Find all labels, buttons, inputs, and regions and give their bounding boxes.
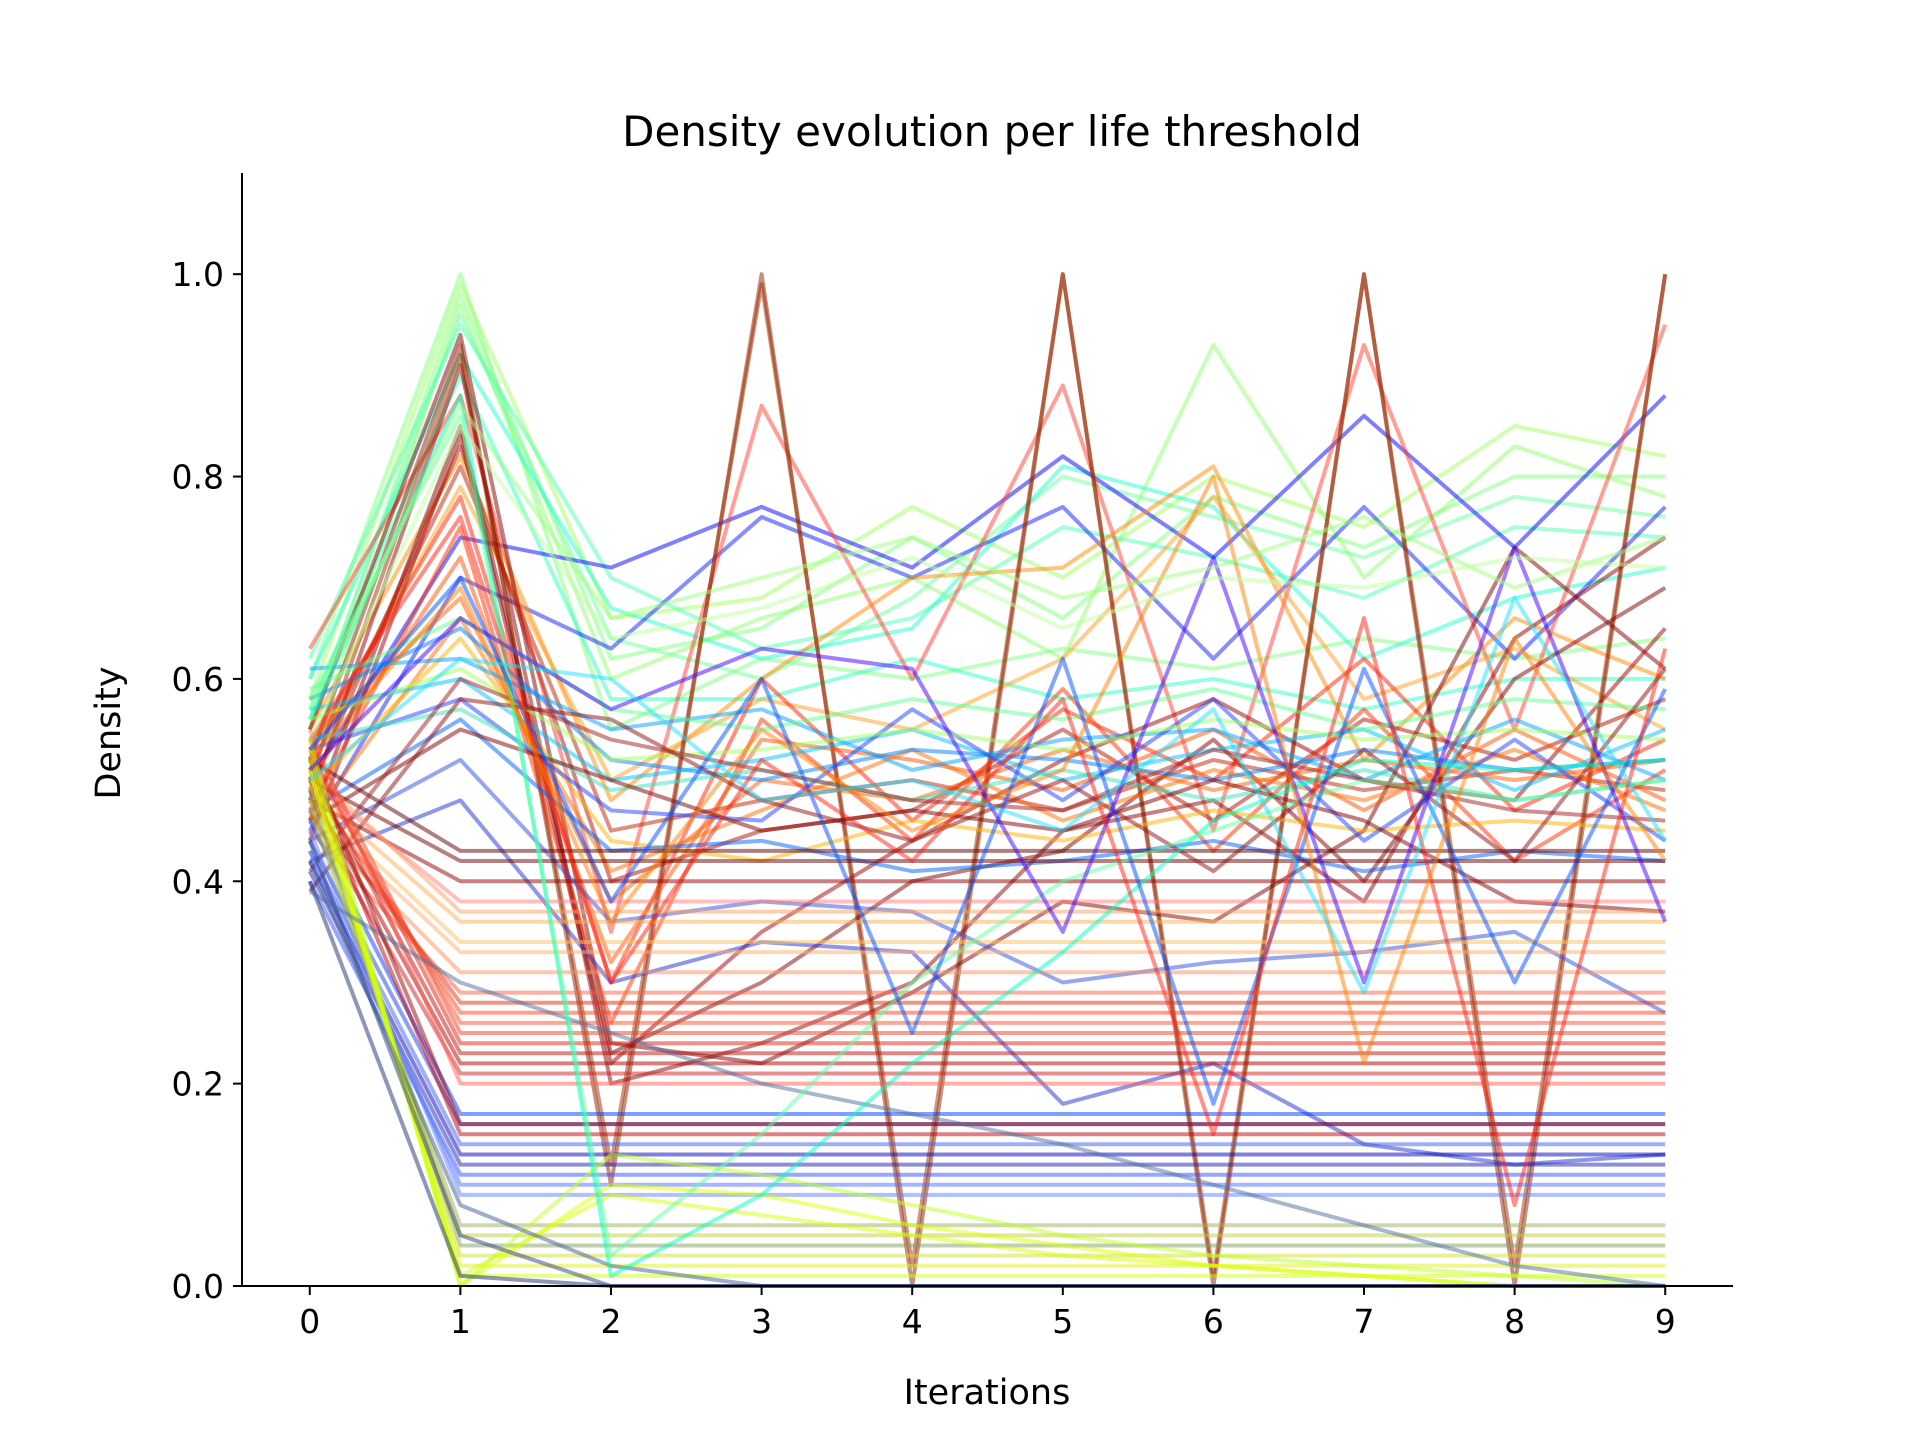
series-line-51 [308,779,1666,1015]
series-line-12 [308,484,1667,783]
series-line-88 [308,596,1667,995]
y-axis-label: Density [89,666,129,799]
series-line-52 [308,758,1666,1025]
series-line-65 [308,870,1666,1167]
series-line-84 [308,575,1667,1106]
series-line-9 [308,504,1667,832]
x-ticks: 0 1 2 3 4 5 6 7 8 9 [299,1286,1676,1341]
series-line-64 [308,860,1666,1157]
x-tick-label: 0 [299,1302,320,1341]
series-line-47 [308,808,1666,955]
series-line-50 [308,799,1666,1005]
series-line-81 [308,889,1666,1288]
series-line-4 [307,312,1666,721]
y-tick-label: 0.8 [172,458,224,497]
x-axis-label: Iterations [904,1373,1071,1413]
series-line-61 [307,759,1666,1127]
series-line-58 [307,728,1666,1086]
series-line-76 [307,739,1666,1288]
series-line-39 [308,798,1666,884]
series-line-74 [307,759,1666,1278]
series-line-69 [307,809,1666,1228]
series-line-54 [308,748,1666,1046]
y-ticks: 0.0 0.2 0.4 0.6 0.8 1.0 [172,255,242,1306]
series-line-89 [308,403,1666,711]
x-tick-label: 8 [1504,1302,1525,1341]
series-line-0 [307,272,1666,732]
x-tick-label: 6 [1203,1302,1224,1341]
chart-title: Density evolution per life threshold [622,107,1362,156]
y-tick-label: 1.0 [172,255,224,294]
y-tick-label: 0.0 [172,1267,224,1306]
x-tick-label: 4 [902,1302,923,1341]
series-line-55 [308,769,1666,1056]
series-line-3 [307,302,1666,761]
y-tick-label: 0.4 [172,862,224,901]
series-line-8 [308,394,1667,782]
y-tick-label: 0.6 [172,660,224,699]
series-line-73 [307,769,1666,1268]
series-line-86 [308,515,1668,1208]
x-tick-label: 1 [450,1302,471,1341]
series-line-68 [307,829,1666,1197]
y-tick-label: 0.2 [172,1065,224,1104]
series-line-7 [307,373,1666,712]
series-line-6 [307,353,1666,680]
x-tick-label: 5 [1052,1302,1073,1341]
series-line-63 [308,849,1666,1147]
series-line-20 [308,464,1666,833]
series-line-62 [307,779,1666,1137]
series-line-45 [308,788,1666,924]
series-line-46 [308,798,1666,944]
series-line-56 [308,789,1666,1066]
series-line-87 [308,474,1667,1066]
x-tick-label: 3 [751,1302,772,1341]
x-tick-label: 2 [600,1302,621,1341]
series-line-43 [308,778,1666,904]
series-line-35 [309,666,1666,762]
series-line-53 [308,738,1666,1035]
series-line-59 [308,819,1666,1116]
series-line-33 [309,798,1666,1167]
series-line-90 [307,424,1666,741]
x-tick-label: 7 [1354,1302,1375,1341]
series-line-16 [307,363,1667,1086]
series-line-48 [308,819,1666,975]
series-line-49 [308,829,1666,995]
series-layer [307,272,1668,1288]
series-line-57 [308,809,1666,1076]
x-tick-label: 9 [1655,1302,1676,1341]
series-line-67 [307,850,1666,1187]
series-line-66 [308,880,1666,1177]
series-line-72 [307,779,1666,1258]
